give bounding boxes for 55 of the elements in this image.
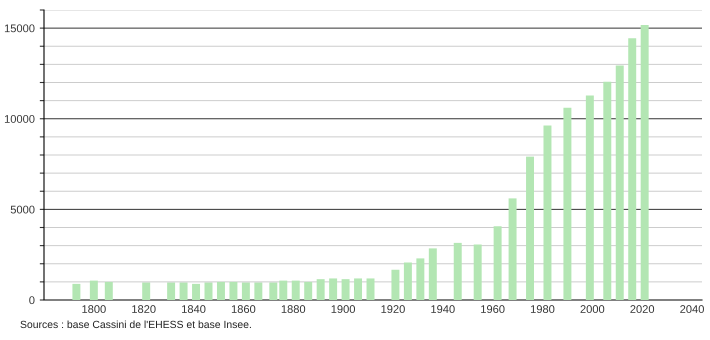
x-tick-label: 1940 [431,305,455,314]
bar [603,82,612,300]
x-tick-label: 1900 [332,305,356,314]
bar [354,278,362,300]
x-tick-label: 1800 [82,305,106,314]
bar [292,280,300,300]
bar [563,108,572,300]
bar [242,282,250,300]
bar [342,279,350,300]
x-tick-label: 1980 [530,305,554,314]
x-tick-label: 1920 [381,305,405,314]
bar [428,248,437,300]
bar [279,280,288,300]
bar [269,282,278,300]
bar [543,125,552,300]
bar [616,65,624,300]
bar [416,258,424,300]
y-tick-label: 5000 [10,206,35,214]
bar [508,198,517,300]
bar [454,242,462,300]
bar [526,156,534,300]
bar [404,262,412,300]
bar [586,96,594,300]
bar [216,282,225,300]
bar [391,270,400,300]
y-tick-label: 0 [29,296,35,304]
bar [640,25,649,300]
x-tick-label: 1880 [282,305,306,314]
bar [628,38,636,300]
y-tick-label: 15000 [4,24,35,32]
bar [254,282,262,300]
bar [366,278,374,300]
x-tick-label: 1820 [132,305,156,314]
bar [167,282,176,300]
x-tick-label: 1840 [182,305,206,314]
x-tick-label: 2000 [580,305,604,314]
bar [104,282,113,300]
bar [72,284,80,300]
bar [204,282,212,300]
source-note: Sources : base Cassini de l'EHESS et base Insee. [20,320,251,328]
x-tick-label: 1860 [232,305,256,314]
x-tick-label: 2020 [630,305,654,314]
bar [192,284,200,300]
bar [90,280,98,300]
bar [494,226,502,300]
y-tick-label: 10000 [4,115,35,123]
bar [329,278,338,300]
x-tick-label: 2040 [680,305,704,314]
bar [304,282,312,300]
bar [316,279,325,300]
x-tick-label: 1960 [481,305,505,314]
bar [180,282,188,300]
bar [229,282,238,300]
bar [474,244,482,300]
bar [142,282,150,300]
